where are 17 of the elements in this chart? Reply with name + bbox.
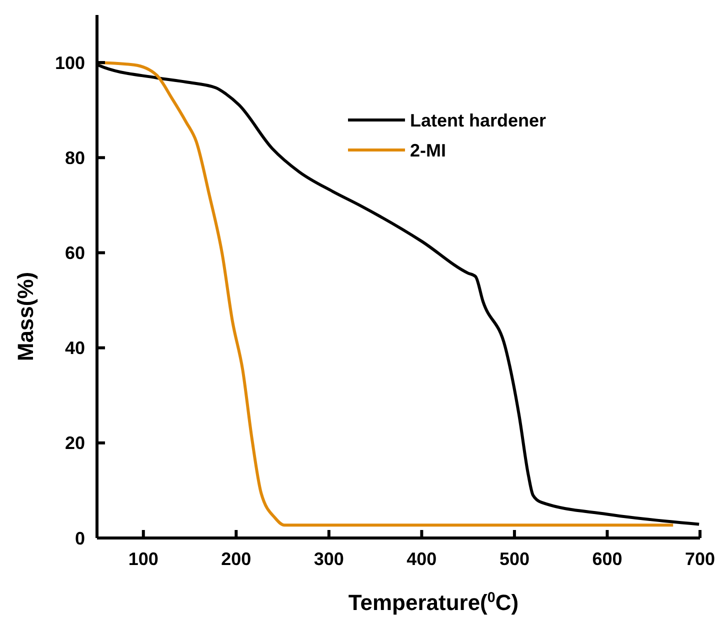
x-axis-title: Temperature($^{0}$C) xyxy=(348,590,519,615)
y-tick-label: 80 xyxy=(64,148,85,168)
x-tick-label: 100 xyxy=(128,549,158,569)
x-tick-label: 300 xyxy=(314,549,344,569)
x-tick-label: 200 xyxy=(221,549,252,569)
y-tick-label: 100 xyxy=(54,52,85,73)
x-tick-label: 700 xyxy=(684,549,716,569)
legend-label: Latent hardener xyxy=(410,110,546,130)
x-tick-label: 600 xyxy=(592,549,622,569)
legend-label: 2-MI xyxy=(410,140,446,160)
x-tick-label: 500 xyxy=(499,549,530,569)
x-tick-label: 400 xyxy=(406,549,437,569)
y-tick-label: 20 xyxy=(64,433,85,454)
y-axis-title: Mass(%) xyxy=(13,272,38,362)
y-tick-label: 60 xyxy=(64,243,85,264)
y-tick-label: 40 xyxy=(64,338,85,358)
y-tick-label: 0 xyxy=(74,528,85,548)
